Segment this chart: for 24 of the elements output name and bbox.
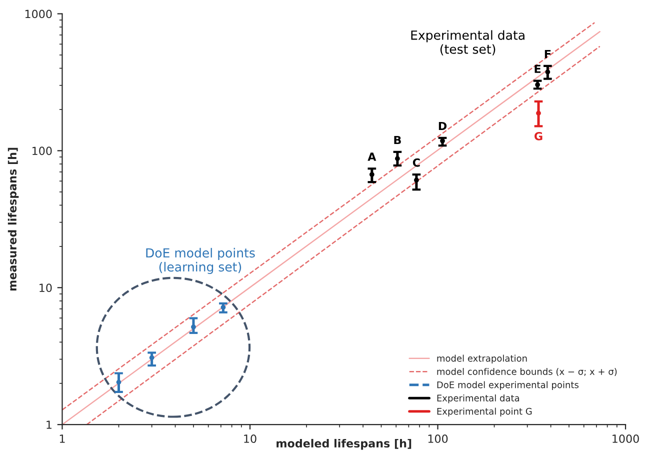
annotation: Experimental data (test set): [411, 30, 524, 56]
annotation: A: [368, 152, 376, 161]
annotation: F: [544, 50, 551, 58]
y-axis-title: measured lifespans [h]: [8, 148, 19, 290]
y-tick-label: 1000: [25, 10, 52, 18]
annotation: D: [438, 122, 447, 130]
legend-label: model confidence bounds (x − σ; x + σ): [437, 368, 617, 376]
x-tick-label: 1: [60, 434, 65, 443]
annotation: B: [394, 136, 401, 144]
legend-label: model extrapolation: [437, 354, 527, 364]
annotation: DoE model points (learning set): [146, 248, 255, 274]
annotation: E: [534, 64, 541, 73]
x-tick-label: 1000: [612, 434, 639, 443]
y-tick-label: 1: [46, 420, 52, 429]
legend-label: DoE model experimental points: [437, 381, 579, 390]
annotation: C: [412, 158, 420, 167]
legend-label: Experimental data: [437, 394, 520, 404]
x-tick-label: 100: [428, 434, 448, 443]
x-tick-label: 10: [244, 434, 256, 443]
x-axis-title: modeled lifespans [h]: [276, 438, 412, 450]
y-tick-label: 10: [40, 284, 52, 292]
legend-label: Experimental point G: [437, 408, 532, 416]
y-tick-label: 100: [32, 146, 52, 156]
annotation: G: [534, 132, 542, 140]
